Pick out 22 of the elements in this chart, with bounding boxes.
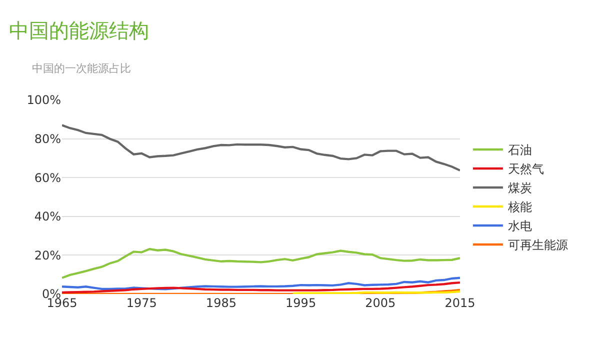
legend-label: 核能 [506, 200, 532, 214]
chart-title: 中国的能源结构 [9, 18, 149, 43]
x-tick-label: 1985 [206, 296, 236, 310]
y-tick-label: 40% [34, 210, 61, 224]
legend-label: 水电 [508, 219, 532, 234]
y-tick-label: 60% [34, 170, 61, 185]
x-tick-label: 2005 [365, 296, 396, 310]
x-tick-label: 1975 [126, 296, 157, 310]
x-tick-label: 2015 [444, 296, 476, 310]
y-tick-label: 20% [34, 248, 61, 262]
line-series [62, 276, 460, 290]
y-axis-title: 中国的一次能源占比 [32, 62, 131, 75]
legend-label: 天然气 [508, 162, 544, 176]
line-series [62, 281, 460, 294]
legend-label: 煤炭 [508, 181, 532, 196]
line-series [62, 124, 460, 172]
legend-label: 石油 [508, 143, 532, 158]
x-tick-label: 1995 [286, 296, 316, 310]
y-tick-label: 80% [34, 132, 61, 146]
line-series [62, 248, 460, 279]
legend-label: 可再生能源 [508, 238, 568, 252]
y-tick-label: 100% [26, 93, 61, 108]
